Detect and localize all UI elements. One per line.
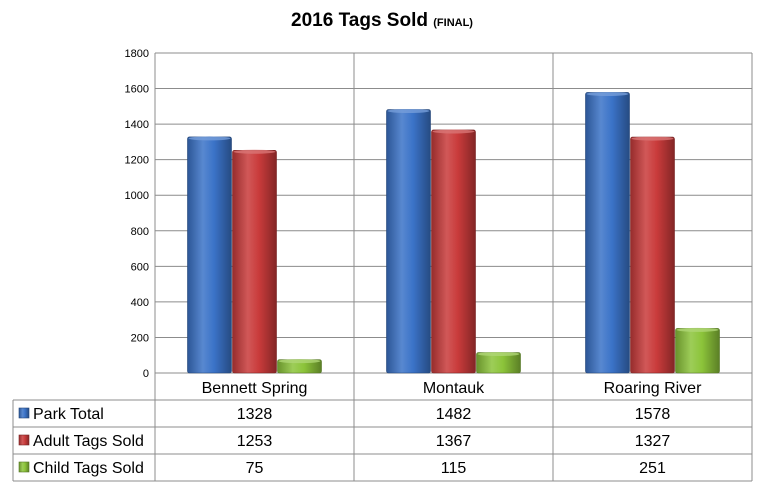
bar-top-1-1 (432, 129, 475, 134)
table-value-0-0: 1328 (237, 406, 273, 423)
category-label-0: Bennett Spring (202, 380, 308, 397)
y-tick-label-4: 800 (131, 226, 149, 238)
bar-top-2-1 (631, 136, 674, 141)
table-value-2-0: 75 (246, 460, 264, 477)
y-tick-label-5: 1000 (125, 190, 149, 202)
y-tick-label-1: 200 (131, 332, 149, 344)
y-tick-label-3: 600 (131, 261, 149, 273)
legend-label-1: Adult Tags Sold (33, 433, 144, 450)
y-tick-label-2: 400 (131, 297, 149, 309)
legend-key-1 (18, 434, 30, 446)
legend-key-2 (18, 461, 30, 473)
bar-top-0-1 (233, 149, 276, 154)
table-value-2-2: 251 (639, 460, 666, 477)
bar-0-0 (187, 136, 232, 374)
bar-top-1-0 (387, 109, 430, 114)
bar-top-2-2 (676, 327, 719, 332)
category-label-1: Montauk (423, 380, 485, 397)
chart-title-sub: (FINAL) (433, 17, 473, 29)
y-tick-label-9: 1800 (125, 48, 149, 60)
bar-top-1-2 (477, 352, 520, 357)
bar-0-1 (232, 149, 277, 374)
bar-2-0 (585, 92, 630, 374)
bar-2-1 (630, 136, 675, 374)
legend-label-2: Child Tags Sold (33, 460, 144, 477)
bar-1-1 (431, 129, 476, 374)
bar-top-2-0 (586, 91, 629, 96)
y-tick-label-0: 0 (143, 368, 149, 380)
bar-1-0 (386, 109, 431, 374)
table-value-1-2: 1327 (635, 433, 671, 450)
legend-label-0: Park Total (33, 406, 104, 423)
category-label-2: Roaring River (604, 380, 702, 397)
chart-title: 2016 Tags Sold (FINAL) (0, 10, 764, 32)
y-tick-label-6: 1200 (125, 155, 149, 167)
table-value-1-0: 1253 (237, 433, 273, 450)
bar-top-0-2 (278, 359, 321, 364)
bar-top-0-0 (188, 136, 231, 141)
table-value-2-1: 115 (441, 460, 467, 477)
legend-key-0 (18, 407, 30, 419)
chart-title-main: 2016 Tags Sold (291, 10, 428, 31)
table-value-1-1: 1367 (436, 433, 472, 450)
bar-2-2 (675, 328, 720, 374)
table-value-0-2: 1578 (635, 406, 671, 423)
y-tick-label-8: 1600 (125, 84, 149, 96)
y-tick-label-7: 1400 (125, 119, 149, 131)
table-value-0-1: 1482 (436, 406, 472, 423)
